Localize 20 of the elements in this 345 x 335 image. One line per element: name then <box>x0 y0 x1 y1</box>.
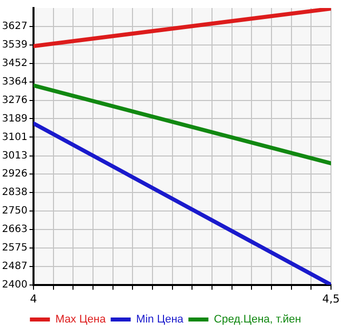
y-tick-label: 3013 <box>2 150 28 162</box>
y-tick-label: 2400 <box>2 279 28 290</box>
legend-label: Max Цена <box>55 314 107 326</box>
x-tick-label: 4,5 <box>322 292 340 306</box>
y-tick-label: 3452 <box>2 58 28 69</box>
y-tick-label: 3189 <box>2 113 28 124</box>
y-tick-label: 3539 <box>2 40 28 51</box>
y-tick-label: 2575 <box>2 242 28 254</box>
y-tick-label: 2487 <box>2 261 28 272</box>
y-tick-label: 2838 <box>2 187 28 198</box>
y-tick-label: 3276 <box>2 95 28 106</box>
legend-label: Min Цена <box>136 314 184 326</box>
y-tick-label: 2663 <box>2 224 28 236</box>
x-tick-label: 4 <box>30 292 37 306</box>
y-tick-label: 3627 <box>2 21 28 32</box>
y-tick-label: 2750 <box>2 206 28 217</box>
legend-label: Сред.Цена, т.йен <box>214 314 302 326</box>
y-tick-label: 3364 <box>2 76 28 88</box>
y-tick-label: 3101 <box>2 132 28 143</box>
y-tick-label: 2926 <box>2 168 28 180</box>
